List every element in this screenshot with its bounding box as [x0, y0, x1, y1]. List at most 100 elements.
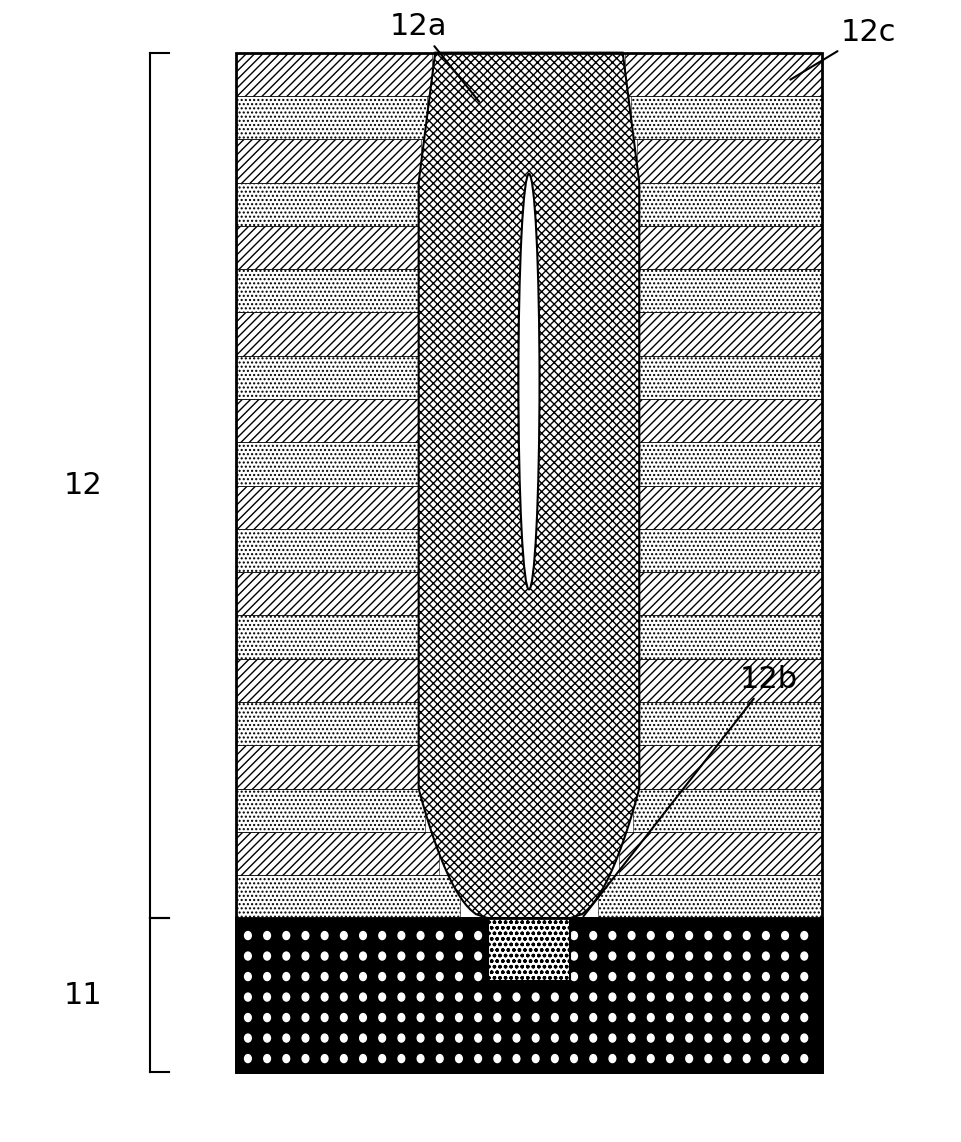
Circle shape	[283, 994, 289, 1002]
Circle shape	[685, 1014, 692, 1022]
Circle shape	[475, 1014, 480, 1022]
Circle shape	[801, 1014, 807, 1022]
Circle shape	[551, 1054, 557, 1062]
Circle shape	[436, 952, 443, 960]
Circle shape	[801, 1035, 807, 1042]
Bar	[639, 226, 821, 270]
Circle shape	[417, 1035, 424, 1042]
Circle shape	[666, 994, 673, 1002]
Circle shape	[570, 973, 577, 981]
Circle shape	[685, 1035, 692, 1042]
Circle shape	[724, 1054, 730, 1062]
Bar	[639, 399, 821, 442]
Circle shape	[283, 1014, 289, 1022]
Text: 12b: 12b	[582, 665, 798, 916]
Ellipse shape	[518, 174, 539, 589]
Circle shape	[801, 1054, 807, 1062]
Circle shape	[724, 1014, 730, 1022]
Bar	[236, 572, 418, 616]
Circle shape	[340, 952, 347, 960]
Circle shape	[417, 1054, 424, 1062]
Circle shape	[551, 1014, 557, 1022]
Circle shape	[628, 952, 634, 960]
Circle shape	[359, 1035, 366, 1042]
Circle shape	[647, 973, 653, 981]
Circle shape	[340, 973, 347, 981]
Circle shape	[244, 973, 251, 981]
Circle shape	[475, 973, 480, 981]
Circle shape	[512, 952, 519, 960]
Circle shape	[608, 973, 615, 981]
Circle shape	[628, 973, 634, 981]
Circle shape	[283, 1035, 289, 1042]
Circle shape	[436, 932, 443, 940]
Circle shape	[570, 1054, 577, 1062]
Circle shape	[379, 932, 385, 940]
Circle shape	[724, 973, 730, 981]
Circle shape	[570, 932, 577, 940]
Circle shape	[321, 973, 328, 981]
Circle shape	[608, 952, 615, 960]
Bar	[639, 616, 821, 659]
Bar	[236, 226, 418, 270]
Bar	[639, 746, 821, 789]
Circle shape	[724, 994, 730, 1002]
Circle shape	[302, 994, 308, 1002]
Bar	[236, 529, 418, 572]
Circle shape	[456, 932, 462, 940]
Circle shape	[762, 952, 769, 960]
Circle shape	[244, 1035, 251, 1042]
Bar	[639, 659, 821, 702]
Circle shape	[743, 1035, 750, 1042]
Circle shape	[398, 1054, 405, 1062]
Circle shape	[512, 973, 519, 981]
Circle shape	[263, 932, 270, 940]
Circle shape	[704, 1054, 711, 1062]
Circle shape	[321, 1014, 328, 1022]
Circle shape	[244, 952, 251, 960]
Circle shape	[589, 932, 596, 940]
Circle shape	[589, 1014, 596, 1022]
Circle shape	[475, 952, 480, 960]
Circle shape	[244, 994, 251, 1002]
Text: 11: 11	[63, 981, 102, 1011]
Circle shape	[475, 1054, 480, 1062]
Circle shape	[302, 973, 308, 981]
Circle shape	[456, 1014, 462, 1022]
Circle shape	[283, 1054, 289, 1062]
Circle shape	[647, 1054, 653, 1062]
Bar	[618, 831, 821, 875]
Circle shape	[801, 994, 807, 1002]
Circle shape	[608, 1054, 615, 1062]
Circle shape	[379, 1035, 385, 1042]
Circle shape	[379, 994, 385, 1002]
Circle shape	[417, 994, 424, 1002]
Circle shape	[647, 1014, 653, 1022]
Circle shape	[475, 932, 480, 940]
Circle shape	[456, 994, 462, 1002]
Circle shape	[531, 973, 538, 981]
Circle shape	[493, 932, 500, 940]
Circle shape	[551, 994, 557, 1002]
Circle shape	[531, 1054, 538, 1062]
Circle shape	[512, 1014, 519, 1022]
Circle shape	[589, 973, 596, 981]
Circle shape	[340, 932, 347, 940]
Circle shape	[321, 994, 328, 1002]
Circle shape	[685, 952, 692, 960]
Circle shape	[685, 973, 692, 981]
Circle shape	[321, 932, 328, 940]
Circle shape	[456, 952, 462, 960]
Bar	[236, 183, 418, 226]
Bar	[630, 96, 821, 139]
Circle shape	[340, 1035, 347, 1042]
Text: 12a: 12a	[389, 13, 479, 102]
Bar	[236, 96, 427, 139]
Circle shape	[493, 973, 500, 981]
Circle shape	[551, 952, 557, 960]
Bar	[236, 659, 418, 702]
Circle shape	[608, 994, 615, 1002]
Circle shape	[666, 1014, 673, 1022]
Circle shape	[417, 973, 424, 981]
Circle shape	[743, 1014, 750, 1022]
